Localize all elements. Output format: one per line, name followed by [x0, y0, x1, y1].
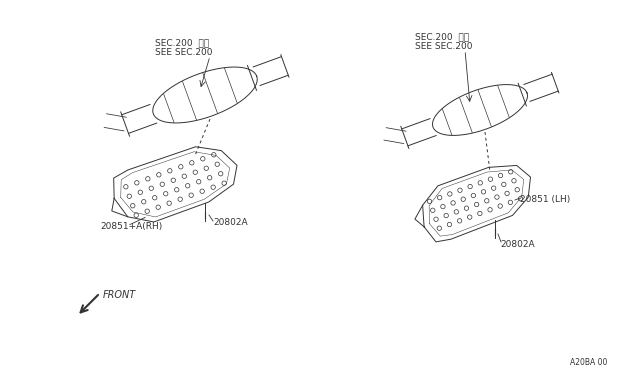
Text: FRONT: FRONT [103, 290, 136, 300]
Text: 20802A: 20802A [500, 240, 534, 249]
Text: A20BA 00: A20BA 00 [570, 358, 607, 367]
Text: SEC.200  参照
SEE SEC.200: SEC.200 参照 SEE SEC.200 [415, 32, 472, 51]
Text: 20851+A(RH): 20851+A(RH) [100, 222, 163, 231]
Text: SEC.200  参照
SEE SEC.200: SEC.200 参照 SEE SEC.200 [155, 38, 212, 57]
Text: 20802A: 20802A [213, 218, 248, 227]
Text: 20851 (LH): 20851 (LH) [520, 195, 570, 204]
